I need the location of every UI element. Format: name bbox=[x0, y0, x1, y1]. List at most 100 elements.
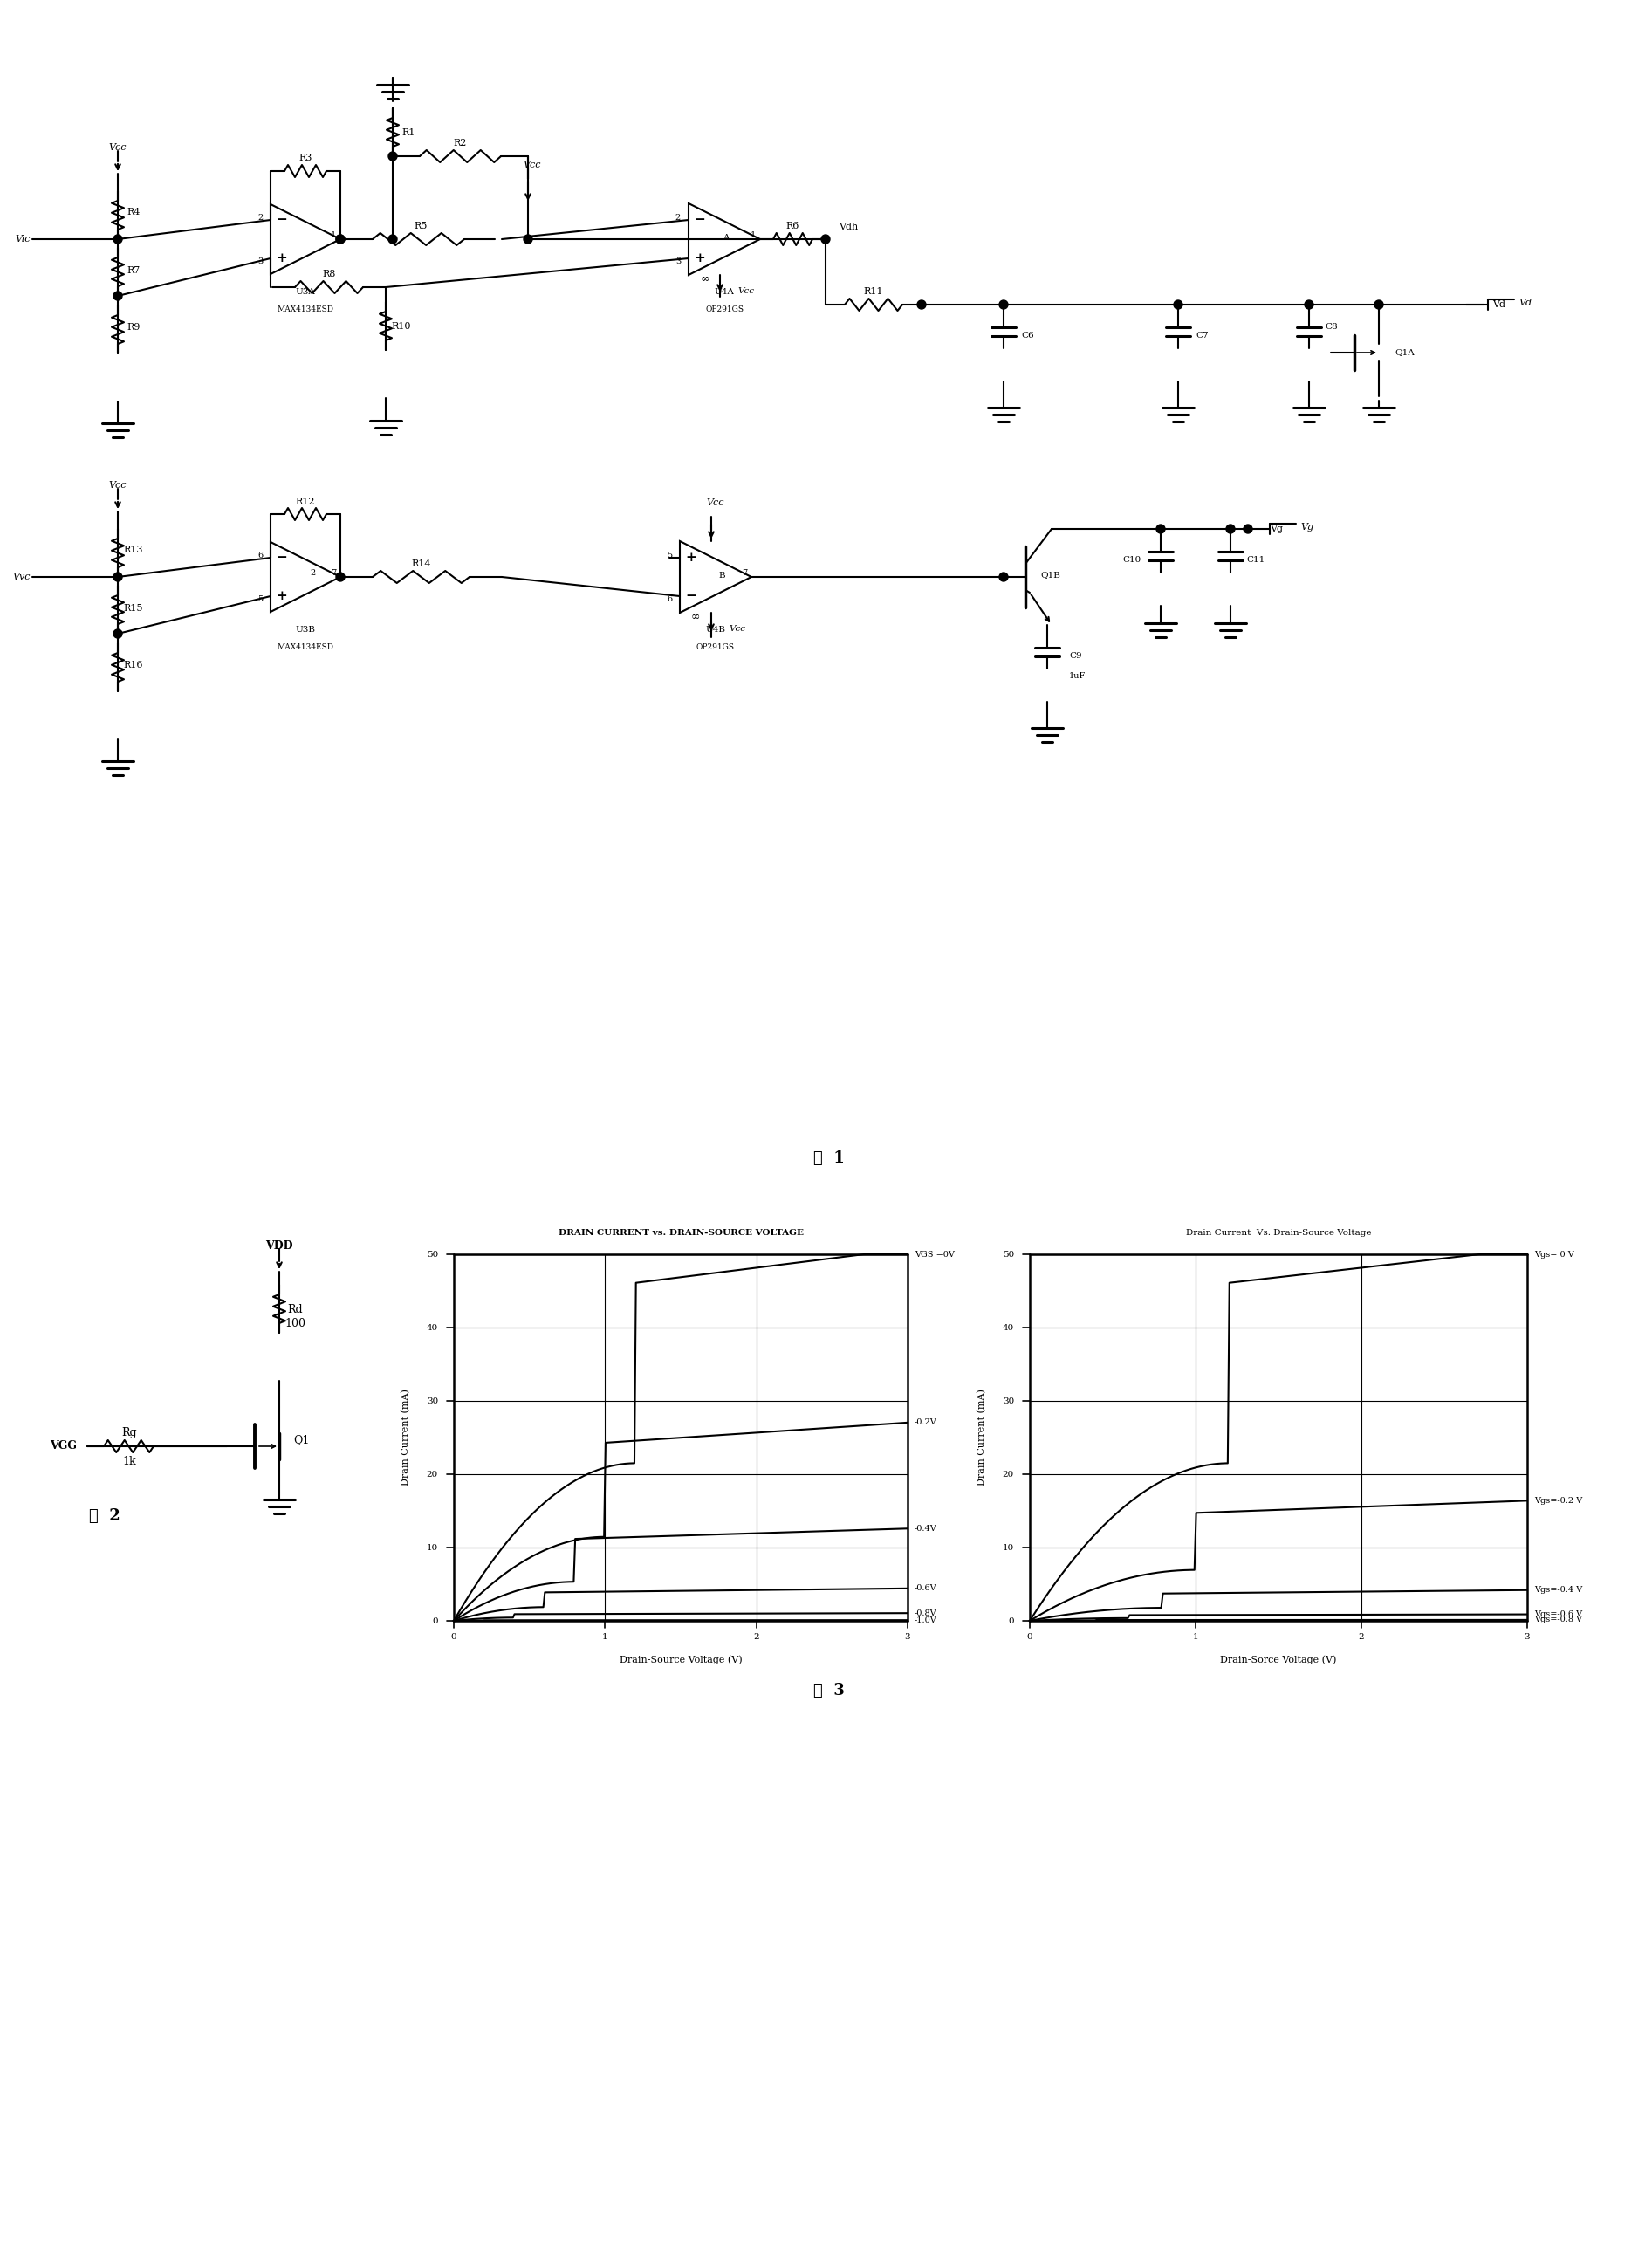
Text: R9: R9 bbox=[127, 323, 140, 332]
Text: 3: 3 bbox=[905, 1633, 910, 1642]
Text: DRAIN CURRENT vs. DRAIN-SOURCE VOLTAGE: DRAIN CURRENT vs. DRAIN-SOURCE VOLTAGE bbox=[558, 1228, 803, 1237]
Text: Vcc: Vcc bbox=[738, 287, 755, 294]
Text: 7: 7 bbox=[330, 569, 335, 576]
Text: 20: 20 bbox=[1003, 1470, 1014, 1479]
Text: Vgs=-0.8 V: Vgs=-0.8 V bbox=[1535, 1617, 1583, 1624]
Text: 50: 50 bbox=[426, 1251, 438, 1258]
Text: 1: 1 bbox=[603, 1633, 608, 1642]
Text: Vcc: Vcc bbox=[729, 625, 745, 632]
Text: +: + bbox=[276, 253, 287, 264]
Text: 50: 50 bbox=[1003, 1251, 1014, 1258]
Text: MAX4134ESD: MAX4134ESD bbox=[278, 644, 334, 650]
Text: Vg: Vg bbox=[1300, 524, 1313, 531]
Text: −: − bbox=[276, 215, 287, 226]
Text: 0: 0 bbox=[1008, 1617, 1014, 1626]
Text: 1: 1 bbox=[330, 230, 335, 239]
Text: Vcc: Vcc bbox=[109, 142, 127, 151]
Text: 2: 2 bbox=[258, 215, 263, 221]
Circle shape bbox=[999, 300, 1008, 309]
Circle shape bbox=[1156, 524, 1165, 533]
Text: Vic: Vic bbox=[15, 235, 30, 244]
Text: +: + bbox=[694, 253, 705, 264]
Text: B: B bbox=[719, 571, 725, 578]
Text: -0.4V: -0.4V bbox=[915, 1524, 937, 1533]
Text: 10: 10 bbox=[426, 1544, 438, 1551]
Text: Q1B: Q1B bbox=[1041, 571, 1061, 578]
Text: Vcc: Vcc bbox=[707, 499, 725, 508]
Circle shape bbox=[388, 235, 396, 244]
Circle shape bbox=[1374, 300, 1383, 309]
Text: C9: C9 bbox=[1069, 653, 1082, 659]
Text: 10: 10 bbox=[1003, 1544, 1014, 1551]
Text: Vgs=-0.2 V: Vgs=-0.2 V bbox=[1535, 1497, 1583, 1504]
Text: R13: R13 bbox=[124, 546, 144, 553]
Text: -0.6V: -0.6V bbox=[915, 1585, 937, 1592]
Text: 6: 6 bbox=[258, 551, 263, 560]
Text: R15: R15 bbox=[124, 603, 144, 612]
Text: C11: C11 bbox=[1246, 555, 1265, 564]
Text: ∞: ∞ bbox=[700, 273, 710, 285]
Text: C8: C8 bbox=[1325, 323, 1338, 330]
Circle shape bbox=[114, 235, 122, 244]
Circle shape bbox=[335, 235, 345, 244]
Circle shape bbox=[1244, 524, 1252, 533]
Text: R1: R1 bbox=[401, 129, 415, 138]
Text: R7: R7 bbox=[127, 266, 140, 275]
Text: ∞: ∞ bbox=[691, 610, 700, 621]
Circle shape bbox=[524, 235, 532, 244]
Text: 图  3: 图 3 bbox=[813, 1682, 844, 1698]
Text: R10: R10 bbox=[392, 323, 411, 332]
Text: C7: C7 bbox=[1196, 332, 1208, 339]
Text: R12: R12 bbox=[296, 497, 316, 506]
Text: 100: 100 bbox=[284, 1319, 306, 1330]
Text: R6: R6 bbox=[786, 221, 800, 230]
Text: −: − bbox=[686, 589, 697, 603]
Text: R3: R3 bbox=[299, 154, 312, 163]
Circle shape bbox=[388, 151, 396, 160]
Text: R4: R4 bbox=[127, 208, 140, 217]
Text: U3A: U3A bbox=[296, 287, 316, 296]
Circle shape bbox=[1175, 300, 1183, 309]
Text: VGG: VGG bbox=[50, 1441, 76, 1452]
Text: −: − bbox=[694, 215, 705, 226]
Text: Drain Current (mA): Drain Current (mA) bbox=[401, 1389, 410, 1486]
Text: Drain-Sorce Voltage (V): Drain-Sorce Voltage (V) bbox=[1221, 1655, 1336, 1664]
Text: 0: 0 bbox=[451, 1633, 456, 1642]
Text: Vd: Vd bbox=[1518, 298, 1531, 307]
Text: A: A bbox=[724, 233, 729, 242]
Text: MAX4134ESD: MAX4134ESD bbox=[278, 305, 334, 314]
Circle shape bbox=[114, 630, 122, 639]
Circle shape bbox=[1226, 524, 1234, 533]
Circle shape bbox=[917, 300, 925, 309]
Text: Vd: Vd bbox=[1492, 300, 1505, 309]
Text: R5: R5 bbox=[415, 221, 428, 230]
Text: Drain-Source Voltage (V): Drain-Source Voltage (V) bbox=[620, 1655, 742, 1664]
Text: Rg: Rg bbox=[122, 1427, 137, 1438]
Text: -1.0V: -1.0V bbox=[915, 1617, 937, 1624]
Text: 1: 1 bbox=[1193, 1633, 1198, 1642]
Text: 1k: 1k bbox=[122, 1456, 135, 1468]
Text: Vdh: Vdh bbox=[839, 224, 857, 230]
Text: Q1A: Q1A bbox=[1394, 348, 1414, 357]
Text: U3B: U3B bbox=[296, 625, 316, 632]
Text: 3: 3 bbox=[676, 257, 681, 264]
Text: 3: 3 bbox=[258, 257, 263, 264]
Text: Vcc: Vcc bbox=[524, 160, 542, 169]
Text: Vgs=-0.4 V: Vgs=-0.4 V bbox=[1535, 1585, 1583, 1594]
Text: 2: 2 bbox=[676, 215, 681, 221]
Text: 1uF: 1uF bbox=[1069, 671, 1085, 680]
Text: Vvc: Vvc bbox=[13, 574, 30, 580]
Text: 6: 6 bbox=[667, 594, 672, 603]
Text: 40: 40 bbox=[426, 1323, 438, 1332]
Circle shape bbox=[999, 574, 1008, 580]
Text: Vgs= 0 V: Vgs= 0 V bbox=[1535, 1251, 1574, 1258]
Text: Vg: Vg bbox=[1270, 524, 1284, 533]
Text: R14: R14 bbox=[411, 560, 431, 569]
Text: Vgs=-0.6 V: Vgs=-0.6 V bbox=[1535, 1610, 1583, 1619]
Text: C10: C10 bbox=[1123, 555, 1142, 564]
Text: 7: 7 bbox=[742, 569, 747, 576]
Text: Vcc: Vcc bbox=[109, 481, 127, 490]
Text: 2: 2 bbox=[1358, 1633, 1365, 1642]
Text: 图  1: 图 1 bbox=[813, 1149, 844, 1165]
Text: 20: 20 bbox=[426, 1470, 438, 1479]
